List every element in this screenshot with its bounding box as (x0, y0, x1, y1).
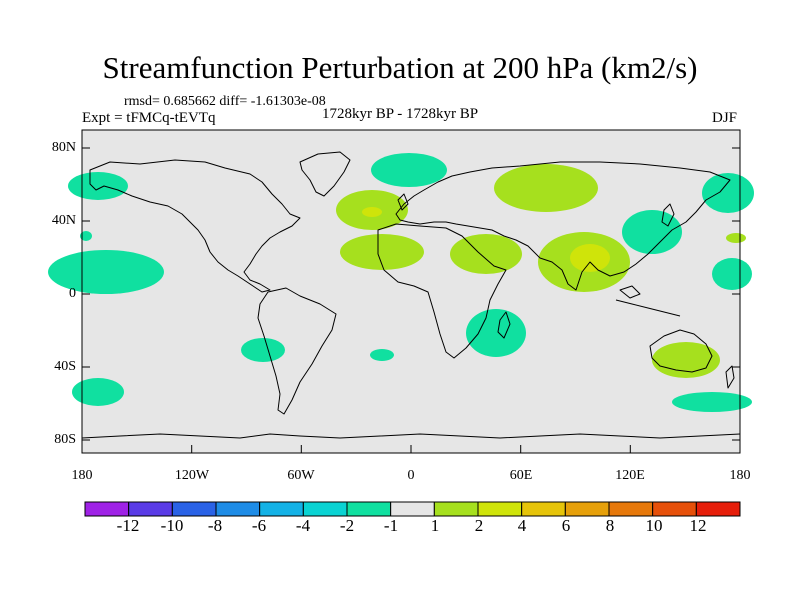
colorbar-label: -6 (251, 516, 267, 535)
colorbar-label: 8 (605, 516, 615, 535)
tick-marks (82, 147, 740, 453)
lon-label: 120W (174, 468, 210, 483)
colorbar-box (128, 501, 173, 517)
colorbar-box (84, 501, 130, 517)
blob-pos-core (570, 244, 610, 272)
blob-neg (702, 173, 754, 213)
lat-label: 80N (51, 140, 76, 155)
coast-europe-asia (395, 161, 731, 291)
lon-label: 60W (287, 468, 315, 483)
colorbar-box (477, 501, 523, 517)
lon-label: 60E (509, 468, 533, 483)
colorbar-box (171, 501, 217, 517)
colorbar-box (259, 501, 304, 517)
colorbar-label: -8 (207, 516, 223, 535)
colorbar-label: -12 (116, 516, 140, 535)
contour-fills (48, 153, 754, 412)
coastlines (81, 151, 741, 439)
coast-japan (661, 203, 675, 227)
map-title: Streamfunction Perturbation at 200 hPa (… (102, 50, 698, 85)
colorbar-box (521, 501, 566, 517)
colorbar-label: -1 (383, 516, 399, 535)
blob-pos (726, 233, 746, 243)
lat-label: 40S (54, 359, 76, 374)
blob-pos (340, 234, 424, 270)
colorbar-box (433, 501, 479, 517)
blob-neg (241, 338, 285, 362)
lat-label: 0 (69, 286, 76, 301)
coast-greenland (299, 151, 351, 197)
blob-neg (672, 392, 752, 412)
coast-new-zealand (725, 365, 735, 389)
blob-neg (370, 349, 394, 361)
blob-neg (72, 378, 124, 406)
colorbar-label: 12 (689, 516, 707, 535)
colorbar-box (390, 501, 435, 517)
lat-label: 80S (54, 432, 76, 447)
coast-uk (397, 193, 409, 211)
colorbar-box (564, 501, 610, 517)
colorbar-box (346, 501, 392, 517)
colorbar-label: -2 (339, 516, 355, 535)
colorbar-label: 10 (645, 516, 663, 535)
blob-neg (466, 309, 526, 357)
colorbar-box (608, 501, 654, 517)
blob-pos (450, 234, 522, 274)
coast-indonesia (615, 285, 681, 317)
blob-neg (622, 210, 682, 254)
coast-madagascar (497, 311, 511, 339)
colorbar-box (215, 501, 261, 517)
season-label: DJF (712, 110, 738, 126)
colorbar-box (302, 501, 348, 517)
colorbar-label: -4 (295, 516, 311, 535)
lon-label: 180 (71, 468, 93, 483)
colorbar-box (695, 501, 741, 517)
blob-pos-core (362, 207, 382, 217)
colorbar-label: -10 (160, 516, 184, 535)
coast-antarctica (81, 433, 741, 439)
lon-label: 180 (729, 468, 751, 483)
coast-africa (377, 223, 507, 359)
coast-australia (649, 329, 713, 373)
blob-neg (68, 172, 128, 200)
stats-text: rmsd= 0.685662 diff= -1.61303e-08 (124, 94, 326, 109)
period-label: 1728kyr BP - 1728kyr BP (322, 106, 479, 122)
colorbar-label: 2 (474, 516, 484, 535)
experiment-label: Expt = tFMCq-tEVTq (82, 110, 216, 126)
colorbar-box (652, 501, 697, 517)
lon-label: 0 (407, 468, 415, 483)
blob-neg (371, 153, 447, 187)
blob-neg (48, 250, 164, 294)
colorbar-boxes (84, 501, 741, 517)
lon-label: 120E (615, 468, 645, 483)
blob-neg (80, 231, 92, 241)
lat-label: 40N (51, 213, 76, 228)
colorbar-label: 4 (517, 516, 527, 535)
coast-north-america (89, 159, 301, 293)
blob-pos (494, 164, 598, 212)
coast-south-america (257, 287, 337, 415)
colorbar-label: 6 (561, 516, 571, 535)
blob-neg (712, 258, 752, 290)
colorbar-label: 1 (430, 516, 440, 535)
